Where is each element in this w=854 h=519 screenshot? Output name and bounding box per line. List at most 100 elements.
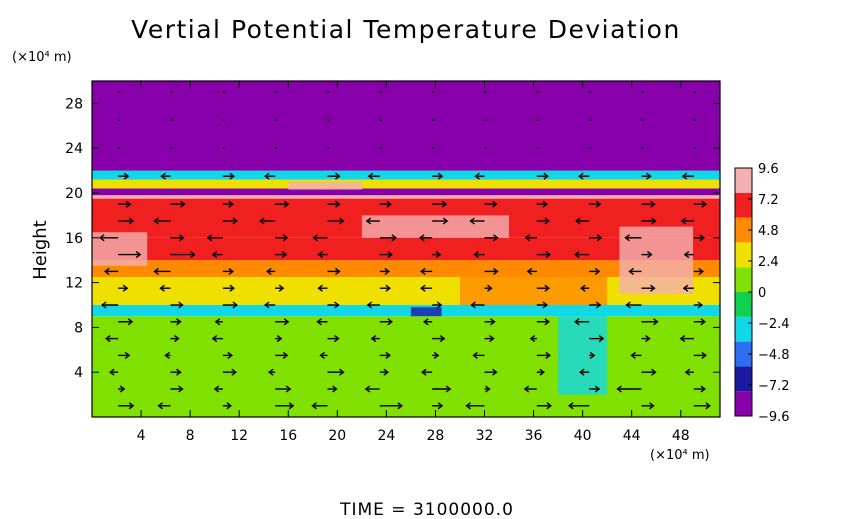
wind-vector-head bbox=[98, 234, 105, 242]
wind-vector bbox=[379, 318, 394, 326]
wind-vector bbox=[536, 368, 545, 376]
wind-vector-head bbox=[470, 301, 476, 309]
wind-vector-head bbox=[469, 217, 475, 225]
wind-vector-head bbox=[211, 335, 218, 343]
wind-vector-head bbox=[544, 318, 550, 326]
colorbar-tick-label: 7.2 bbox=[758, 193, 779, 208]
wind-vector bbox=[379, 251, 394, 259]
wind-vector bbox=[484, 335, 495, 343]
wind-vector-head bbox=[651, 217, 657, 225]
wind-vector bbox=[589, 335, 605, 343]
wind-vector-head bbox=[339, 217, 345, 225]
wind-vector bbox=[419, 267, 433, 275]
colorbar-tick-label: 0 bbox=[758, 286, 766, 301]
wind-vector-head bbox=[232, 217, 238, 225]
wind-vector-head bbox=[153, 217, 159, 225]
wind-vector bbox=[275, 351, 289, 359]
wind-vector bbox=[529, 335, 537, 343]
wind-vector bbox=[311, 402, 328, 410]
wind-vector bbox=[536, 351, 551, 359]
wind-vector bbox=[589, 301, 602, 309]
wind-vector bbox=[160, 172, 171, 180]
wind-vector-head bbox=[214, 318, 221, 326]
wind-vector bbox=[526, 267, 537, 275]
wind-vector-head bbox=[524, 234, 531, 242]
wind-vector bbox=[379, 368, 390, 376]
field-anomaly bbox=[410, 307, 442, 317]
wind-vector bbox=[379, 351, 392, 359]
wind-vector bbox=[693, 318, 706, 326]
wind-vector-head bbox=[435, 251, 442, 259]
y-axis-label: Height bbox=[30, 220, 51, 280]
wind-vector bbox=[327, 385, 338, 393]
y-tick-label: 8 bbox=[74, 320, 83, 336]
wind-vector-head bbox=[179, 234, 185, 242]
wind-vector-head bbox=[681, 172, 688, 180]
wind-vector-head bbox=[281, 251, 288, 259]
wind-vector-head bbox=[122, 284, 129, 292]
wind-vector bbox=[432, 335, 446, 343]
wind-vector-head bbox=[439, 335, 446, 343]
wind-vector-head bbox=[682, 284, 689, 292]
wind-vector-head bbox=[159, 284, 165, 292]
wind-vector-head bbox=[437, 402, 444, 410]
wind-vector bbox=[575, 217, 590, 225]
wind-vector bbox=[263, 301, 276, 309]
wind-vector-head bbox=[317, 251, 323, 259]
wind-vector bbox=[641, 217, 657, 225]
wind-vector-head bbox=[178, 385, 184, 393]
wind-vector bbox=[641, 402, 655, 410]
wind-vector bbox=[153, 217, 171, 225]
wind-vector-head bbox=[285, 385, 292, 393]
wind-vector-head bbox=[574, 251, 580, 259]
wind-vector-head bbox=[630, 351, 636, 359]
wind-vector-head bbox=[489, 335, 495, 343]
wind-vector-head bbox=[700, 318, 706, 326]
wind-vector bbox=[275, 200, 290, 208]
wind-vector bbox=[275, 335, 283, 343]
field-layer bbox=[92, 81, 720, 171]
wind-vector bbox=[222, 301, 238, 309]
wind-vector-head bbox=[474, 172, 480, 180]
y-axis-unit: (×10⁴ m) bbox=[12, 50, 72, 65]
chart-title: Vertial Potential Temperature Deviation bbox=[131, 15, 681, 44]
wind-vector bbox=[170, 368, 182, 376]
wind-vector-head bbox=[545, 351, 551, 359]
wind-vector bbox=[422, 318, 433, 326]
wind-vector-head bbox=[594, 267, 601, 275]
y-tick-label: 12 bbox=[65, 276, 83, 292]
wind-vector bbox=[118, 318, 134, 326]
wind-vector-head bbox=[433, 351, 440, 359]
wind-vector bbox=[432, 200, 448, 208]
field-layer bbox=[92, 277, 720, 305]
wind-vector-head bbox=[386, 200, 393, 208]
wind-vector bbox=[267, 368, 276, 376]
wind-vector-head bbox=[574, 318, 580, 326]
wind-vector-head bbox=[649, 402, 655, 410]
y-axis: 4 8 12 16 20 24 28 bbox=[65, 96, 720, 381]
x-tick-label: 8 bbox=[186, 428, 195, 444]
wind-vector bbox=[641, 368, 657, 376]
wind-vector-head bbox=[699, 234, 705, 242]
wind-vector-head bbox=[679, 335, 686, 343]
wind-vector-head bbox=[367, 172, 374, 180]
wind-vector bbox=[641, 335, 651, 343]
colorbar-swatch bbox=[735, 217, 752, 243]
wind-vector bbox=[275, 234, 289, 242]
wind-vector-head bbox=[442, 217, 449, 225]
wind-vector-head bbox=[492, 200, 498, 208]
wind-vector bbox=[684, 368, 694, 376]
wind-vector bbox=[222, 217, 238, 225]
colorbar-swatch bbox=[735, 316, 752, 342]
wind-vector bbox=[275, 385, 292, 393]
wind-vector bbox=[465, 402, 485, 410]
wind-vector bbox=[275, 284, 285, 292]
wind-vector-head bbox=[387, 318, 394, 326]
wind-vector bbox=[118, 351, 131, 359]
wind-vector-head bbox=[628, 267, 634, 275]
wind-vector-head bbox=[568, 402, 574, 410]
wind-vector bbox=[679, 335, 694, 343]
wind-vector bbox=[419, 284, 433, 292]
wind-vector-head bbox=[206, 234, 213, 242]
